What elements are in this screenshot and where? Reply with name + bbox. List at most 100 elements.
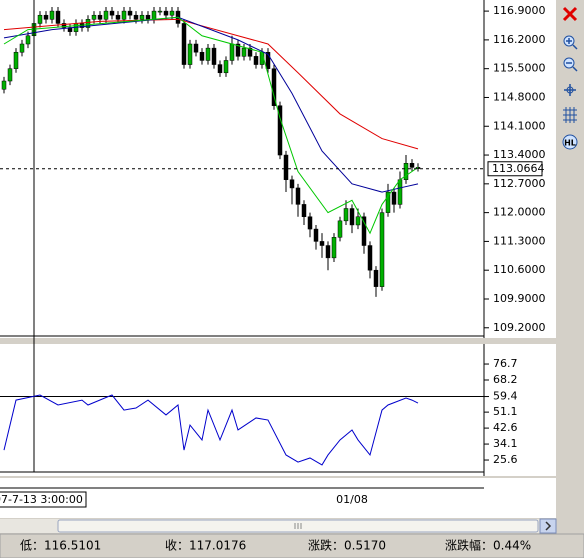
rsi-line	[3, 394, 419, 466]
y-tick-label: 34.1	[493, 437, 518, 450]
candle-body	[397, 179, 403, 205]
candle-body	[253, 56, 259, 65]
candle-body	[301, 204, 307, 217]
candle-body	[145, 14, 151, 20]
candle-body	[307, 216, 313, 230]
y-tick-label: 110.6000	[493, 263, 546, 276]
candle-body	[163, 10, 169, 16]
candle-body	[337, 220, 343, 238]
candle-body	[367, 245, 373, 271]
y-tick-label: 59.4	[493, 390, 518, 403]
hl-icon	[562, 134, 578, 150]
scroll-right-button[interactable]	[539, 518, 557, 534]
last-price-box	[487, 161, 543, 177]
close-button[interactable]	[562, 6, 578, 22]
x-tick-label: 01/08	[336, 493, 368, 506]
candle-body	[283, 154, 289, 180]
hl-button[interactable]: HL	[562, 134, 578, 150]
candle-body	[409, 163, 415, 168]
candle-body	[181, 23, 187, 65]
crosshair-label: 07-7-13 3:00:00	[0, 493, 83, 506]
candle-body	[49, 10, 55, 20]
y-tick-label: 116.9000	[493, 4, 546, 17]
y-tick-label: 112.0000	[493, 206, 546, 219]
status-close: 收：117.0176	[165, 539, 246, 553]
candle-body	[91, 14, 97, 20]
candle-body	[325, 245, 331, 259]
candle-body	[217, 64, 223, 74]
candle-body	[7, 68, 13, 82]
y-tick-label: 114.8000	[493, 90, 546, 103]
candle-body	[211, 47, 217, 65]
grid-button[interactable]	[563, 107, 577, 123]
candle-body	[319, 241, 325, 246]
y-tick-label: 111.3000	[493, 234, 546, 247]
zoom-in-glyph	[566, 38, 578, 50]
candle-body	[133, 14, 139, 20]
candle-body	[193, 43, 199, 53]
candle-body	[313, 228, 319, 242]
y-tick-label: 68.2	[493, 373, 518, 386]
status-change-pct: 涨跌幅：0.44%	[445, 538, 531, 553]
y-tick-label: 113.4000	[493, 148, 546, 161]
candle-body	[331, 237, 337, 259]
zoom-in-button[interactable]	[563, 35, 578, 50]
candle-body	[25, 35, 31, 45]
candle-body	[295, 187, 301, 205]
status-change: 涨跌：0.5170	[308, 538, 386, 553]
status-bar-bg	[0, 533, 584, 558]
moving-average	[3, 16, 419, 235]
moving-average	[3, 18, 419, 150]
y-tick-label: 42.6	[493, 421, 518, 434]
candle-body	[235, 43, 241, 57]
candle-body	[187, 43, 193, 65]
candle-body	[223, 60, 229, 74]
y-tick-label: 51.1	[493, 405, 518, 418]
candle-body	[103, 10, 109, 20]
candle-body	[199, 51, 205, 61]
grid-icon	[563, 107, 577, 123]
scroll-grip	[294, 523, 302, 529]
hl-label: HL	[564, 139, 576, 148]
y-tick-label: 25.6	[493, 453, 518, 466]
candle-body	[379, 212, 385, 287]
crosshair-ring	[566, 86, 574, 94]
y-tick-label: 112.7000	[493, 177, 546, 190]
scroll-right-arrow	[545, 521, 552, 531]
candle-body	[391, 191, 397, 205]
y-tick-label: 109.2000	[493, 321, 546, 334]
candle-body	[241, 47, 247, 57]
time-axis-panel	[0, 478, 556, 518]
candle-body	[265, 51, 271, 69]
status-low: 低：116.5101	[20, 539, 101, 553]
candle-body	[373, 269, 379, 287]
candle-body	[115, 14, 121, 20]
candle-body	[139, 14, 145, 20]
candle-body	[229, 43, 235, 61]
candle-body	[349, 208, 355, 226]
candle-body	[277, 105, 283, 156]
candle-body	[385, 191, 391, 213]
candle-body	[37, 14, 43, 24]
candle-body	[355, 216, 361, 226]
y-tick-label: 115.5000	[493, 62, 546, 75]
candle-body	[85, 19, 91, 28]
candle-body	[1, 80, 7, 90]
y-tick-label: 116.2000	[493, 33, 546, 46]
candle-body	[157, 10, 163, 13]
candle-body	[361, 216, 367, 246]
crosshair-icon	[564, 84, 576, 96]
y-tick-label: 114.1000	[493, 119, 546, 132]
candle-body	[121, 10, 127, 20]
candle-body	[127, 10, 133, 16]
crosshair-label-box	[0, 491, 87, 508]
candle-body	[247, 47, 253, 57]
candle-body	[151, 10, 157, 20]
crosshair-button[interactable]	[564, 84, 576, 96]
candle-body	[169, 10, 175, 16]
candle-body	[403, 163, 409, 180]
candle-body	[109, 10, 115, 16]
zoom-out-button[interactable]	[563, 57, 578, 72]
candle-body	[13, 51, 19, 69]
